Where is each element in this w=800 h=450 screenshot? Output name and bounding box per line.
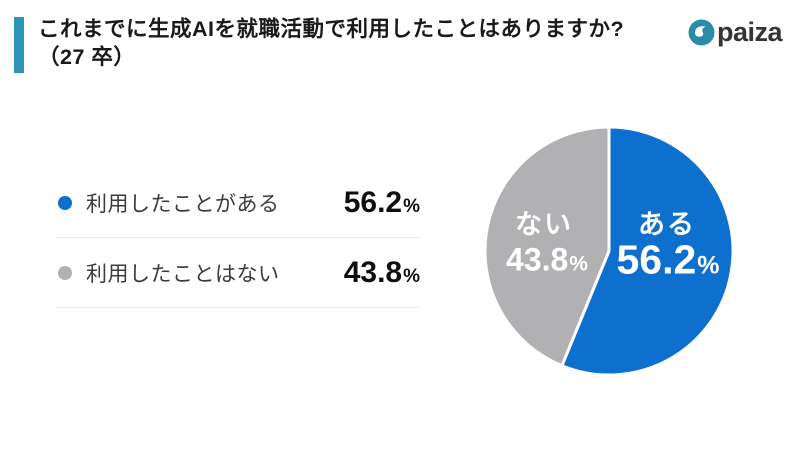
- paiza-logo-text: paiza: [717, 17, 783, 47]
- pie-value-aru: 56.2 %: [616, 237, 719, 284]
- pie-value-nai-number: 43.8: [506, 241, 569, 278]
- legend-value-nai-unit: %: [403, 265, 420, 287]
- legend-value-aru-unit: %: [403, 195, 420, 217]
- pie-slice-nai: [483, 125, 611, 368]
- legend-row-aru: 利用したことがある 56.2 %: [55, 168, 420, 238]
- pie-value-nai: 43.8 %: [506, 242, 588, 279]
- pie-chart: [483, 125, 735, 377]
- legend-row-nai: 利用したことはない 43.8 %: [55, 238, 420, 308]
- page-title-line2: （27 卒）: [38, 45, 136, 69]
- legend-value-aru: 56.2 %: [344, 186, 420, 220]
- legend-value-aru-number: 56.2: [343, 185, 403, 219]
- paiza-logo: paiza: [688, 17, 783, 47]
- legend-label-nai: 利用したことはない: [86, 262, 280, 286]
- legend: 利用したことがある 56.2 % 利用したことはない 43.8 %: [55, 168, 420, 308]
- legend-dot-aru: [58, 195, 72, 210]
- pie-value-aru-unit: %: [697, 251, 720, 280]
- legend-dot-nai: [58, 265, 72, 280]
- legend-value-nai: 43.8 %: [344, 256, 420, 290]
- title-accent-bar: [14, 17, 24, 73]
- legend-label-aru: 利用したことがある: [86, 192, 280, 216]
- pie-value-nai-unit: %: [569, 252, 588, 276]
- legend-value-nai-number: 43.8: [343, 255, 403, 289]
- page-title-line1: これまでに生成AIを就職活動で利用したことはありますか?: [38, 17, 625, 41]
- pie-slice-aru: [560, 125, 735, 377]
- pie-label-nai: ない: [515, 209, 573, 240]
- logo-swirl: [694, 26, 706, 37]
- pie-value-aru-number: 56.2: [616, 236, 697, 283]
- paiza-logo-icon: [688, 19, 715, 46]
- pie-label-aru: ある: [638, 209, 696, 240]
- page-title: これまでに生成AIを就職活動で利用したことはありますか? （27 卒）: [38, 15, 678, 71]
